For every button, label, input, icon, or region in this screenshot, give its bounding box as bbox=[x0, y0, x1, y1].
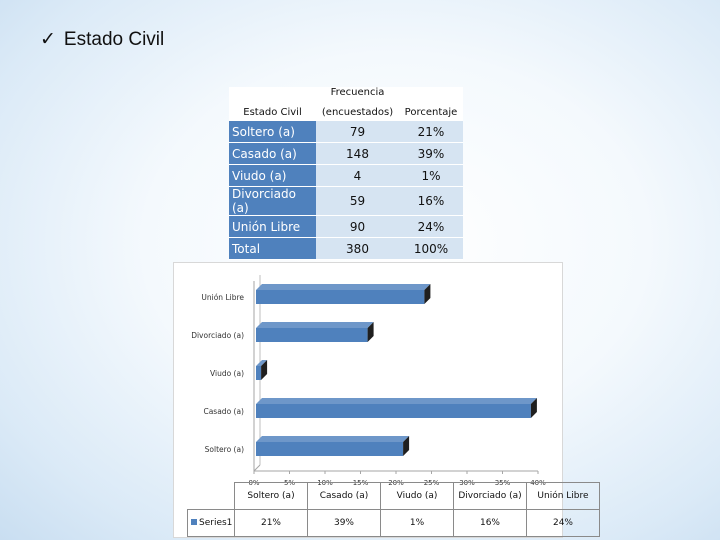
data-table-category: Viudo (a) bbox=[380, 482, 454, 510]
bar-end bbox=[530, 398, 537, 418]
bar-top bbox=[256, 398, 537, 404]
data-table-value: 16% bbox=[453, 509, 527, 537]
bar-front bbox=[256, 290, 425, 304]
section-heading: ✓ Estado Civil bbox=[40, 28, 164, 51]
y-category-label: Casado (a) bbox=[203, 407, 244, 416]
bar-end bbox=[367, 322, 374, 342]
bar-end bbox=[403, 436, 410, 456]
row-frequency: 79 bbox=[316, 121, 399, 143]
table-header-row: Estado Civil Frecuencia (encuestados) Po… bbox=[229, 87, 463, 121]
row-label: Unión Libre bbox=[229, 216, 316, 238]
y-category-label: Soltero (a) bbox=[205, 445, 244, 454]
data-table-value: 24% bbox=[526, 509, 600, 537]
row-percentage: 39% bbox=[399, 143, 463, 165]
bar-top bbox=[256, 322, 374, 328]
table-row: Viudo (a) 4 1% bbox=[229, 165, 463, 187]
row-label: Casado (a) bbox=[229, 143, 316, 165]
table-row: Unión Libre 90 24% bbox=[229, 216, 463, 238]
row-frequency: 59 bbox=[316, 187, 399, 216]
bar-top bbox=[256, 284, 431, 290]
header-frecuencia-line2: (encuestados) bbox=[321, 107, 394, 118]
bar-top bbox=[256, 436, 410, 442]
bar-front bbox=[256, 442, 404, 456]
table-row: Soltero (a) 79 21% bbox=[229, 121, 463, 143]
series-name: Series1 bbox=[199, 518, 233, 528]
row-label: Soltero (a) bbox=[229, 121, 316, 143]
bar-front bbox=[256, 328, 368, 342]
row-percentage: 24% bbox=[399, 216, 463, 238]
row-label: Divorciado (a) bbox=[229, 187, 316, 216]
data-table-category: Unión Libre bbox=[526, 482, 600, 510]
floor-corner-line bbox=[253, 464, 261, 472]
checkmark-icon: ✓ bbox=[40, 29, 56, 50]
data-table-category: Soltero (a) bbox=[234, 482, 308, 510]
chart-data-table: Soltero (a) Casado (a) Viudo (a) Divorciado… bbox=[187, 482, 600, 537]
row-percentage: 100% bbox=[399, 238, 463, 260]
section-heading-text: Estado Civil bbox=[63, 29, 165, 50]
data-table-corner bbox=[188, 483, 235, 510]
data-table-category-row: Soltero (a) Casado (a) Viudo (a) Divorciado… bbox=[188, 482, 600, 510]
row-percentage: 16% bbox=[399, 187, 463, 216]
bar-end bbox=[261, 360, 268, 380]
bar-end bbox=[424, 284, 431, 304]
y-category-label: Viudo (a) bbox=[210, 369, 244, 378]
row-percentage: 21% bbox=[399, 121, 463, 143]
data-table-series-name: Series1 bbox=[187, 509, 235, 537]
data-table-category: Divorciado (a) bbox=[453, 482, 527, 510]
row-label: Total bbox=[229, 238, 316, 260]
row-percentage: 1% bbox=[399, 165, 463, 187]
legend-key-icon bbox=[191, 519, 197, 525]
header-frecuencia-line1: Frecuencia bbox=[330, 87, 385, 98]
data-table-category: Casado (a) bbox=[307, 482, 381, 510]
data-table-value: 1% bbox=[380, 509, 454, 537]
table-row: Divorciado (a) 59 16% bbox=[229, 187, 463, 216]
y-category-label: Unión Libre bbox=[201, 293, 244, 302]
table-row: Casado (a) 148 39% bbox=[229, 143, 463, 165]
frequency-table: Estado Civil Frecuencia (encuestados) Po… bbox=[229, 87, 463, 260]
table-row: Total 380 100% bbox=[229, 238, 463, 260]
row-frequency: 90 bbox=[316, 216, 399, 238]
bar-top bbox=[256, 360, 268, 366]
row-frequency: 4 bbox=[316, 165, 399, 187]
bar-front bbox=[256, 404, 531, 418]
row-frequency: 148 bbox=[316, 143, 399, 165]
header-frecuencia: Frecuencia (encuestados) bbox=[316, 87, 399, 121]
header-porcentaje: Porcentaje bbox=[399, 87, 463, 121]
y-category-label: Divorciado (a) bbox=[191, 331, 244, 340]
header-estado-civil: Estado Civil bbox=[229, 87, 316, 121]
row-frequency: 380 bbox=[316, 238, 399, 260]
data-table-value: 39% bbox=[307, 509, 381, 537]
data-table-value-row: Series1 21% 39% 1% 16% 24% bbox=[187, 509, 600, 537]
data-table-value: 21% bbox=[234, 509, 308, 537]
bar-front bbox=[256, 366, 262, 380]
row-label: Viudo (a) bbox=[229, 165, 316, 187]
